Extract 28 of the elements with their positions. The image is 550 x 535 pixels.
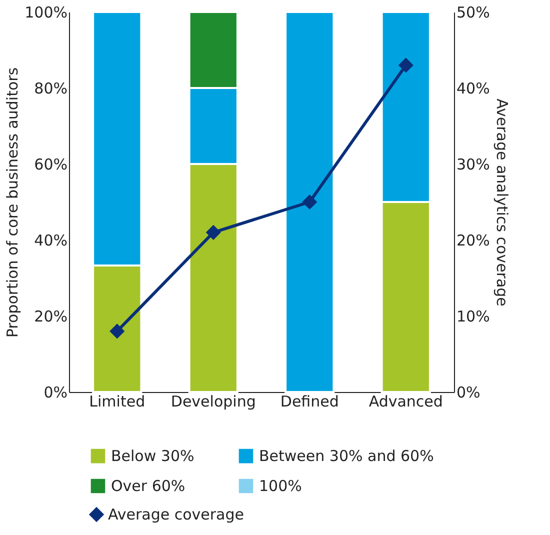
legend-label: Average coverage <box>108 506 244 524</box>
point <box>302 194 317 210</box>
y-axis-title: Proportion of core business auditors <box>4 67 22 338</box>
y2-tick-label: 10% <box>456 308 490 326</box>
x-tick-label: Advanced <box>368 392 443 410</box>
legend-label: Over 60% <box>111 477 186 495</box>
y-tick-label: 80% <box>34 80 68 98</box>
x-tick-label: Defined <box>280 392 339 410</box>
y2-tick-label: 50% <box>456 4 490 22</box>
y2-tick-label: 0% <box>456 384 480 402</box>
point <box>110 324 124 338</box>
legend-label: Below 30% <box>111 447 194 466</box>
y2-tick-label: 40% <box>456 80 490 98</box>
y2-axis-title: Average analytics coverage <box>492 98 511 306</box>
y-tick-label: 40% <box>34 232 68 250</box>
y2-tick-label: 30% <box>456 156 490 174</box>
y-tick-label: 60% <box>34 156 68 174</box>
point <box>398 58 413 72</box>
y-tick-label: 0% <box>44 384 68 402</box>
point <box>206 225 220 240</box>
bar <box>284 11 335 393</box>
y-tick-label: 20% <box>34 308 68 326</box>
y-tick-label: 100% <box>24 4 68 22</box>
legend-label: 100% <box>259 477 302 495</box>
y2-tick-label: 20% <box>456 232 490 250</box>
x-tick-label: Limited <box>89 392 146 410</box>
x-tick-label: Developing <box>170 392 256 410</box>
legend-label: Between 30% and 60% <box>259 447 434 466</box>
